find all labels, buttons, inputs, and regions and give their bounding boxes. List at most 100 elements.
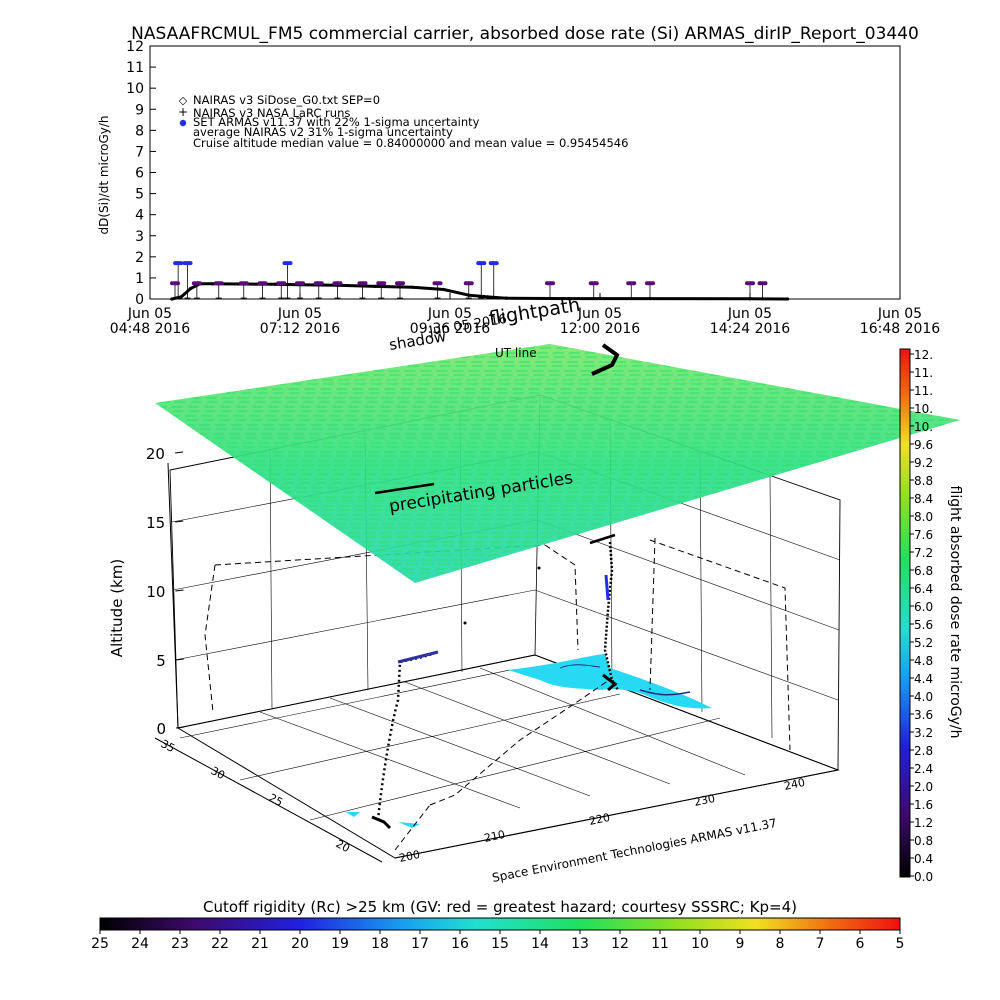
- legend-item-1: NAIRAS v3 SiDose_G0.txt SEP=0: [193, 93, 380, 107]
- longitude-axis-line: [394, 769, 839, 859]
- top-y-tick-label: 2: [135, 250, 144, 266]
- top-y-tick-label: 3: [135, 229, 144, 245]
- altitude-tick-label: 15: [146, 514, 165, 532]
- latitude-tick-label: 25: [267, 791, 285, 809]
- top-x-tick-time: 09:36 2016: [410, 321, 491, 337]
- dose-colorbar-tick-label: 0.4: [914, 852, 933, 866]
- altitude-tick: [175, 589, 184, 592]
- dose-colorbar-tick-label: 4.4: [914, 672, 933, 686]
- precipitating-mark: [374, 482, 435, 495]
- nairas-point: [410, 285, 415, 289]
- dose-colorbar-ticks: 0.0 0.4 0.8 1.2 1.6 2.0 2.4 2.8 3.2 3.6 4.0 4.4 4.8 5…: [910, 348, 933, 884]
- dose-colorbar-tick-label: 6.0: [914, 600, 933, 614]
- dose-colorbar-tick-label: 7.6: [914, 528, 933, 542]
- floor-gridline: [259, 711, 521, 809]
- armas-blue-point: [282, 261, 293, 266]
- nairas-point: [485, 295, 490, 299]
- cutoff-colorbar-tick-label: 7: [816, 936, 825, 952]
- top-x-tick-date: Jun 05: [427, 306, 472, 322]
- nairas-point: [785, 297, 790, 301]
- armas-purple-point: [295, 281, 305, 286]
- armas-purple-point: [213, 281, 224, 286]
- flight-track-blue-seg: [397, 650, 439, 664]
- dose-colorbar-tick-label: 6.4: [914, 582, 933, 596]
- longitude-tick-label: 240: [783, 776, 806, 793]
- armas-purple-point: [395, 281, 405, 286]
- armas-purple-point: [170, 281, 180, 286]
- back-wall-gridline: [769, 475, 773, 739]
- altitude-gridline: [174, 589, 839, 701]
- top-x-tick-date: Jun 05: [127, 306, 172, 322]
- flight-track-lower: [376, 650, 439, 821]
- armas-purple-point: [257, 281, 268, 286]
- top-x-tick-time: 12:00 2016: [560, 321, 641, 337]
- cutoff-colorbar-tick-label: 9: [736, 936, 745, 952]
- cutoff-colorbar-label: Cutoff rigidity (Rc) >25 km (GV: red = g…: [203, 898, 797, 916]
- cutoff-colorbar-tick-label: 21: [251, 936, 269, 952]
- armas-blue-point: [476, 261, 487, 266]
- top-y-tick-label: 0: [135, 292, 144, 308]
- dose-colorbar-bar: [899, 348, 911, 878]
- latitude-tick-label: 20: [334, 837, 352, 855]
- dose-colorbar-tick-label: 3.2: [914, 726, 933, 740]
- top-y-tick-label: 11: [126, 60, 144, 76]
- legend-blue-dot-icon: [179, 119, 187, 127]
- cutoff-colorbar-tick-label: 16: [451, 936, 469, 952]
- cutoff-colorbar-bar: [99, 917, 901, 931]
- ut-line-label: UT line: [495, 346, 537, 360]
- dose-colorbar-tick-label: 9.6: [914, 438, 933, 452]
- cutoff-colorbar-tick-label: 22: [211, 936, 229, 952]
- top-plot-frame: [149, 45, 901, 300]
- latitude-axis-line: [154, 737, 383, 863]
- cutoff-colorbar-tick-label: 11: [651, 936, 669, 952]
- legend-plus-icon: +: [178, 105, 188, 119]
- legend-diamond-icon: ◇: [179, 94, 188, 107]
- armas-purple-point: [645, 281, 655, 286]
- altitude-tick-label: 5: [156, 652, 166, 670]
- dose-colorbar-tick-label: 2.8: [914, 744, 933, 758]
- top-y-tick-label: 12: [126, 39, 144, 55]
- back-wall-gridline: [269, 449, 273, 709]
- track-point: [463, 621, 467, 625]
- cutoff-colorbar-tick-label: 15: [491, 936, 509, 952]
- legend-item-2: NAIRAS v3 NASA LaRC runs: [193, 106, 350, 120]
- nairas-point: [235, 282, 240, 286]
- armas-purple-point: [376, 281, 387, 286]
- dose-colorbar-tick-label: 6.8: [914, 564, 933, 578]
- credit-label: Space Environment Technologies ARMAS v11…: [491, 816, 778, 885]
- longitude-tick-label: 230: [693, 792, 716, 809]
- coastline-1: [559, 664, 601, 669]
- armas-blue-point: [488, 261, 499, 266]
- dose-colorbar-tick-label: 4.0: [914, 690, 933, 704]
- armas-purple-point: [545, 281, 555, 286]
- cutoff-colorbar-tick-label: 14: [531, 936, 549, 952]
- top-y-axis-label: dD(Si)/dt microGy/h: [97, 115, 111, 234]
- dose-colorbar-tick-label: 9.2: [914, 456, 933, 470]
- armas-purple-point: [238, 281, 249, 286]
- nairas-point: [373, 284, 377, 288]
- dose-colorbar-tick-label: 8.0: [914, 510, 933, 524]
- top-y-tick-label: 7: [135, 144, 144, 160]
- cutoff-colorbar-tick-label: 25: [91, 936, 109, 952]
- altitude-axis-label: Altitude (km): [108, 559, 126, 657]
- dose-colorbar-label: flight absorbed dose rate microGy/h: [947, 486, 963, 739]
- dose-colorbar-tick-label: 4.8: [914, 654, 933, 668]
- armas-purple-point: [332, 281, 343, 286]
- floor-gridline: [239, 693, 621, 781]
- altitude-tick: [175, 726, 185, 729]
- legend-item-5: Cruise altitude median value = 0.8400000…: [193, 136, 628, 150]
- dose-colorbar-tick-label: 8.8: [914, 474, 933, 488]
- top-y-tick-label: 8: [135, 123, 144, 139]
- top-y-tick-label: 9: [135, 102, 144, 118]
- altitude-tick-label: 0: [156, 720, 166, 738]
- flight-track-blue-vertical: [604, 574, 610, 601]
- top-x-tick-time: 07:12 2016: [260, 321, 341, 337]
- coastline-2: [639, 689, 691, 696]
- altitude-3d-plot: 0 5 10 15 20 Altitude (km) 20 25 30 35 200 210 22…: [108, 294, 960, 885]
- dose-colorbar-tick-label: 0.0: [914, 870, 933, 884]
- cutoff-colorbar-tick-label: 24: [131, 936, 149, 952]
- cutoff-colorbar-tick-label: 10: [691, 936, 709, 952]
